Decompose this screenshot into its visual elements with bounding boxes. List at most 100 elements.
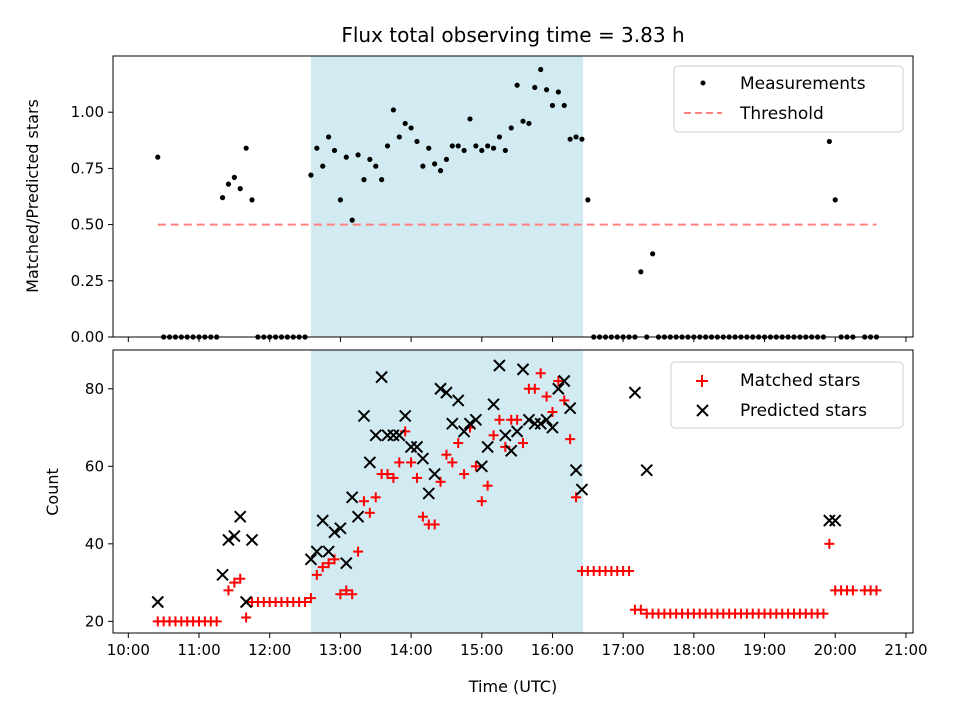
measurement-point	[155, 154, 161, 160]
predicted-stars-point	[410, 440, 424, 454]
bottom-axes-ticks: 10:00 11:00 12:00 13:00 14:00 15:00 16:00 17:00…	[85, 380, 928, 659]
predicted-stars-point	[446, 417, 459, 430]
predicted-stars-point	[640, 463, 653, 477]
measurement-point	[443, 156, 450, 163]
predicted-stars-point	[422, 487, 435, 500]
predicted-stars-point	[340, 557, 353, 570]
matched-stars-point	[441, 449, 452, 460]
matched-stars-point	[211, 616, 222, 627]
measurement-point	[437, 168, 444, 174]
measurement-point	[219, 195, 226, 201]
matched-stars-point	[241, 612, 252, 623]
predicted-stars-point	[440, 386, 453, 399]
legend-matched-label: Matched stars	[740, 371, 860, 391]
predicted-stars-point	[369, 429, 382, 442]
measurement-point	[373, 163, 379, 169]
measurement-point	[496, 134, 503, 140]
matched-stars-point	[512, 414, 523, 425]
bottom-axes-frame	[112, 349, 914, 634]
matched-stars-point	[341, 585, 352, 596]
predicted-stars-point	[452, 394, 465, 407]
matched-stars-point	[370, 492, 381, 503]
predicted-stars-point	[375, 370, 388, 384]
measurement-point	[390, 107, 397, 113]
measurement-point	[231, 174, 237, 180]
top-panel: 0.00 0.25 0.50 0.75 1.00 Flux total observin…	[23, 23, 914, 346]
y-tick-label: 40	[85, 535, 104, 553]
matched-stars-point	[394, 457, 405, 468]
predicted-stars-point	[345, 491, 359, 504]
measurement-point	[514, 82, 520, 88]
predicted-stars-point	[628, 386, 642, 399]
x-tick-label: 13:00	[319, 641, 362, 659]
matched-stars-point	[447, 457, 458, 468]
predicted-stars-point	[357, 409, 371, 423]
bottom-panel: 10:00 11:00 12:00 13:00 14:00 15:00 16:00 17:00…	[43, 349, 928, 696]
top-y-axis-label: Matched/Predicted stars	[23, 99, 42, 293]
measurement-point	[237, 186, 243, 192]
predicted-stars-point	[493, 359, 506, 372]
measurement-point	[314, 145, 320, 151]
predicted-stars-point	[540, 413, 553, 426]
predicted-stars-point	[151, 595, 164, 609]
measurement-point	[337, 197, 343, 203]
matched-stars-point	[305, 593, 316, 604]
matched-stars-point	[229, 577, 240, 588]
predicted-stars-point	[469, 413, 483, 426]
predicted-stars-point	[505, 444, 518, 458]
measurement-point	[320, 163, 326, 169]
measurement-point	[467, 116, 473, 122]
measurement-point	[555, 89, 561, 95]
predicted-stars-point	[522, 413, 536, 426]
matched-stars-point	[624, 565, 635, 576]
measurement-point	[355, 152, 361, 158]
matched-stars-point	[571, 492, 582, 503]
top-shaded-interval	[310, 56, 584, 337]
x-tick-label: 15:00	[460, 641, 503, 659]
legend-matched-marker	[696, 375, 708, 387]
y-tick-label: 60	[85, 457, 104, 475]
measurement-point	[402, 120, 408, 127]
y-tick-label: 0.50	[71, 216, 104, 234]
measurement-point	[479, 147, 485, 154]
matched-stars-point	[417, 511, 428, 522]
y-tick-label: 0.00	[71, 328, 104, 346]
predicted-stars-point	[558, 374, 571, 388]
bottom-y-axis-label: Count	[43, 468, 62, 516]
x-tick-label: 11:00	[177, 641, 220, 659]
x-tick-label: 18:00	[672, 641, 715, 659]
matched-stars-point	[470, 461, 481, 472]
matched-stars-point	[847, 585, 858, 596]
matched-stars-point	[347, 589, 358, 600]
top-axes-frame	[112, 55, 914, 338]
bottom-legend: Matched stars Predicted stars	[670, 361, 904, 429]
measurement-point	[650, 251, 656, 257]
predicted-stars-point	[239, 595, 253, 609]
measurement-point	[567, 136, 573, 142]
top-legend-box	[673, 65, 904, 133]
predicted-stars-point	[575, 483, 589, 496]
bottom-legend-box	[670, 361, 904, 429]
predicted-stars-point	[569, 463, 583, 477]
predicted-stars-point	[328, 525, 341, 539]
measurement-point	[485, 143, 491, 149]
matched-stars-point	[435, 476, 446, 487]
matched-stars-point	[494, 414, 505, 425]
bottom-plot-area	[151, 359, 882, 627]
x-tick-label: 14:00	[389, 641, 432, 659]
y-tick-label: 1.00	[71, 103, 104, 121]
top-legend: Measurements Threshold	[673, 65, 904, 133]
measurement-point	[573, 134, 579, 140]
matched-stars-point	[411, 472, 422, 483]
measurement-point	[543, 87, 550, 93]
matched-stars-point	[482, 480, 493, 491]
y-tick-label: 80	[85, 380, 104, 398]
predicted-stars-point	[334, 522, 347, 535]
measurement-point	[549, 102, 556, 109]
top-axes-ticks: 0.00 0.25 0.50 0.75 1.00	[71, 103, 907, 346]
matched-stars-point	[818, 608, 829, 619]
measurement-point	[384, 143, 391, 149]
measurement-point	[473, 143, 479, 149]
measurement-point	[490, 145, 497, 151]
